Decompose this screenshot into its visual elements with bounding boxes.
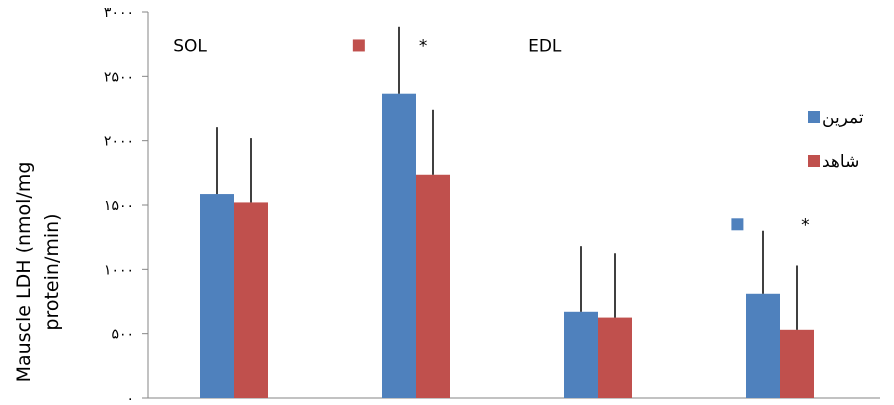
y-tick-label: ۲۰۰۰ <box>104 134 134 150</box>
y-axis-label-line-1: Mauscle LDH (nmol/mg <box>13 162 35 383</box>
plot-area: ۰ ۵۰۰ ۱۰۰۰ ۱۵۰۰ ۲۰۰۰ ۲۵۰۰ ۳۰۰۰ SOL EDL * * <box>104 5 880 405</box>
legend-swatch <box>808 111 820 123</box>
annotation-text: * <box>419 36 428 56</box>
bar-series-2 <box>598 317 632 398</box>
bar-series-2 <box>416 174 450 398</box>
y-tick-label: ۰ <box>126 391 134 405</box>
y-axis-label: Mauscle LDH (nmol/mg protein/min) <box>13 162 63 383</box>
y-tick-label: ۵۰۰ <box>111 327 134 343</box>
annotation-text: EDL <box>528 36 562 56</box>
annotation-marker <box>731 218 744 231</box>
bar-series-1 <box>564 311 598 398</box>
bar-series-1 <box>382 93 416 398</box>
bar-series-2 <box>234 202 268 398</box>
y-tick-label: ۱۰۰۰ <box>104 262 134 278</box>
legend: تمرین شاهد <box>808 108 864 172</box>
bar-series-2 <box>780 329 814 398</box>
y-tick-label: ۳۰۰۰ <box>104 5 134 21</box>
annotation-text: * <box>801 215 810 235</box>
bar-series-1 <box>746 293 780 398</box>
annotation-marker <box>352 39 365 52</box>
annotation-text: SOL <box>173 36 207 56</box>
legend-swatch <box>808 155 820 167</box>
legend-label: تمرین <box>822 108 864 128</box>
y-tick-label: ۱۵۰۰ <box>104 198 134 214</box>
y-tick-label: ۲۵۰۰ <box>104 69 134 85</box>
y-axis-label-line-2: protein/min) <box>41 213 63 330</box>
legend-label: شاهد <box>822 152 859 172</box>
bar-series-1 <box>200 194 234 398</box>
